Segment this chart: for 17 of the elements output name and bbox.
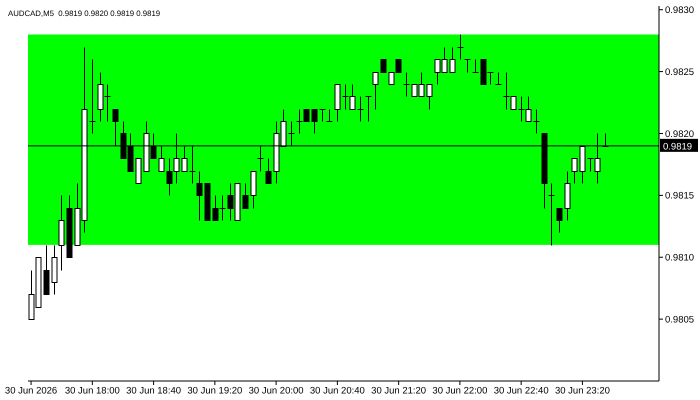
y-tick-label: 0.9825	[665, 66, 694, 78]
y-tick-label: 0.9810	[665, 252, 694, 264]
x-tick-label: 30 Jun 2026	[4, 386, 58, 397]
x-tick-label: 30 Jun 18:00	[64, 386, 120, 397]
y-tick-label: 0.9830	[665, 5, 694, 16]
y-tick-label: 0.9820	[665, 128, 694, 140]
x-tick-label: 30 Jun 20:00	[248, 386, 304, 397]
y-tick-label: 0.9805	[665, 314, 694, 326]
ref-line-label: 0.9819	[663, 141, 692, 152]
x-tick-label: 30 Jun 18:40	[126, 386, 182, 397]
x-tick-label: 30 Jun 19:20	[187, 386, 242, 397]
x-tick-label: 30 Jun 22:40	[494, 386, 549, 397]
y-tick-label: 0.9815	[665, 190, 694, 202]
x-tick-label: 30 Jun 21:20	[371, 386, 426, 397]
x-tick-label: 30 Jun 22:00	[432, 386, 488, 397]
x-tick-label: 30 Jun 20:40	[310, 386, 365, 397]
x-tick-label: 30 Jun 23:20	[554, 386, 610, 397]
